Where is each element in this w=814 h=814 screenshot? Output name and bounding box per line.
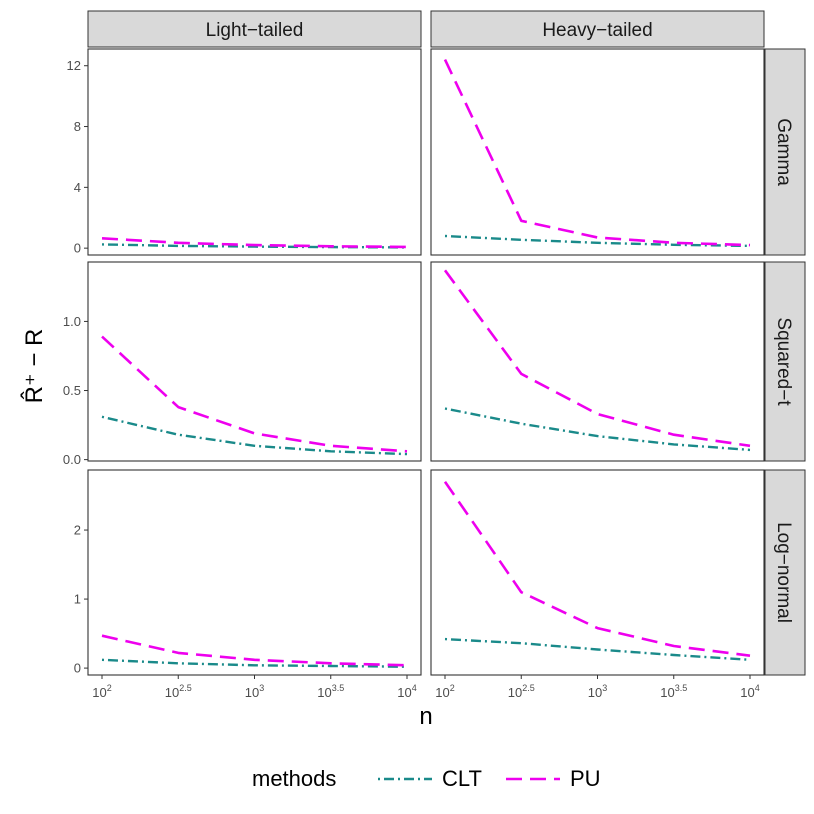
x-tick-exponent: 3 bbox=[259, 683, 264, 693]
x-tick-label: 102.5 bbox=[508, 683, 535, 700]
x-tick-label: 102 bbox=[435, 683, 454, 700]
series-line-pu bbox=[443, 269, 751, 448]
series-line-pu bbox=[443, 59, 751, 247]
y-tick-label: 1 bbox=[74, 592, 81, 607]
x-tick-base: 10 bbox=[588, 685, 602, 700]
legend-label-pu: PU bbox=[570, 766, 601, 791]
y-tick-label: 12 bbox=[67, 58, 81, 73]
legend: methods CLT PU bbox=[252, 766, 601, 791]
series-line-clt bbox=[101, 415, 408, 456]
panel-border bbox=[87, 261, 422, 462]
x-tick-label: 102 bbox=[92, 683, 111, 700]
series-line-clt bbox=[444, 407, 751, 452]
x-tick-exponent: 4 bbox=[412, 683, 417, 693]
y-tick-label: 0.0 bbox=[63, 452, 81, 467]
y-axis-title: R̂⁺ − R bbox=[20, 329, 48, 404]
x-tick-base: 10 bbox=[92, 685, 106, 700]
x-tick-label: 104 bbox=[397, 683, 416, 700]
x-tick-base: 10 bbox=[317, 685, 331, 700]
x-tick-exponent: 3 bbox=[602, 683, 607, 693]
x-tick-base: 10 bbox=[508, 685, 522, 700]
column-strip bbox=[430, 10, 765, 48]
x-tick-label: 102.5 bbox=[165, 683, 192, 700]
x-tick-exponent: 3.5 bbox=[675, 683, 688, 693]
x-tick-label: 103.5 bbox=[660, 683, 687, 700]
x-tick-base: 10 bbox=[660, 685, 674, 700]
legend-title: methods bbox=[252, 766, 336, 791]
y-tick-label: 8 bbox=[74, 119, 81, 134]
y-tick-label: 0 bbox=[74, 661, 81, 676]
x-tick-base: 10 bbox=[740, 685, 754, 700]
row-strip-label: Gamma bbox=[773, 118, 794, 186]
column-strip-label: Light−tailed bbox=[206, 20, 304, 41]
legend-label-clt: CLT bbox=[442, 766, 482, 791]
x-tick-exponent: 2 bbox=[450, 683, 455, 693]
series-line-pu bbox=[443, 480, 751, 657]
x-tick-label: 103.5 bbox=[317, 683, 344, 700]
x-tick-base: 10 bbox=[435, 685, 449, 700]
x-tick-exponent: 2.5 bbox=[522, 683, 535, 693]
y-tick-label: 1.0 bbox=[63, 314, 81, 329]
row-strip bbox=[764, 469, 806, 676]
row-strip bbox=[764, 261, 806, 462]
panel-border bbox=[430, 261, 765, 462]
x-tick-exponent: 4 bbox=[755, 683, 760, 693]
column-strip-label: Heavy−tailed bbox=[542, 20, 652, 41]
x-tick-base: 10 bbox=[165, 685, 179, 700]
column-strip bbox=[87, 10, 422, 48]
x-tick-exponent: 2 bbox=[107, 683, 112, 693]
y-tick-label: 0.5 bbox=[63, 383, 81, 398]
series-line-clt bbox=[101, 658, 408, 668]
x-tick-base: 10 bbox=[397, 685, 411, 700]
x-axis-title: n bbox=[419, 703, 432, 730]
series-line-clt bbox=[444, 637, 751, 661]
row-strip-label: Squared−t bbox=[773, 317, 794, 406]
panel-border bbox=[430, 469, 765, 676]
x-tick-exponent: 3.5 bbox=[332, 683, 345, 693]
y-tick-label: 0 bbox=[74, 241, 81, 256]
facet-strips: Light−tailed Heavy−tailed Gamma Squared−t Lo… bbox=[87, 10, 806, 676]
x-tick-label: 103 bbox=[588, 683, 607, 700]
x-tick-base: 10 bbox=[245, 685, 259, 700]
x-tick-label: 104 bbox=[740, 683, 759, 700]
x-tick-label: 103 bbox=[245, 683, 264, 700]
row-strip bbox=[764, 48, 806, 256]
panel-border bbox=[87, 48, 422, 256]
y-tick-label: 2 bbox=[74, 523, 81, 538]
panel-border bbox=[430, 48, 765, 256]
y-tick-label: 4 bbox=[74, 180, 81, 195]
series-line-pu bbox=[101, 634, 408, 667]
series-line-pu bbox=[101, 237, 408, 249]
x-tick-exponent: 2.5 bbox=[179, 683, 192, 693]
series-lines bbox=[101, 59, 751, 668]
panels bbox=[87, 48, 765, 676]
series-line-pu bbox=[101, 335, 408, 453]
series-line-clt bbox=[444, 234, 751, 248]
row-strip-label: Log−normal bbox=[773, 522, 794, 623]
